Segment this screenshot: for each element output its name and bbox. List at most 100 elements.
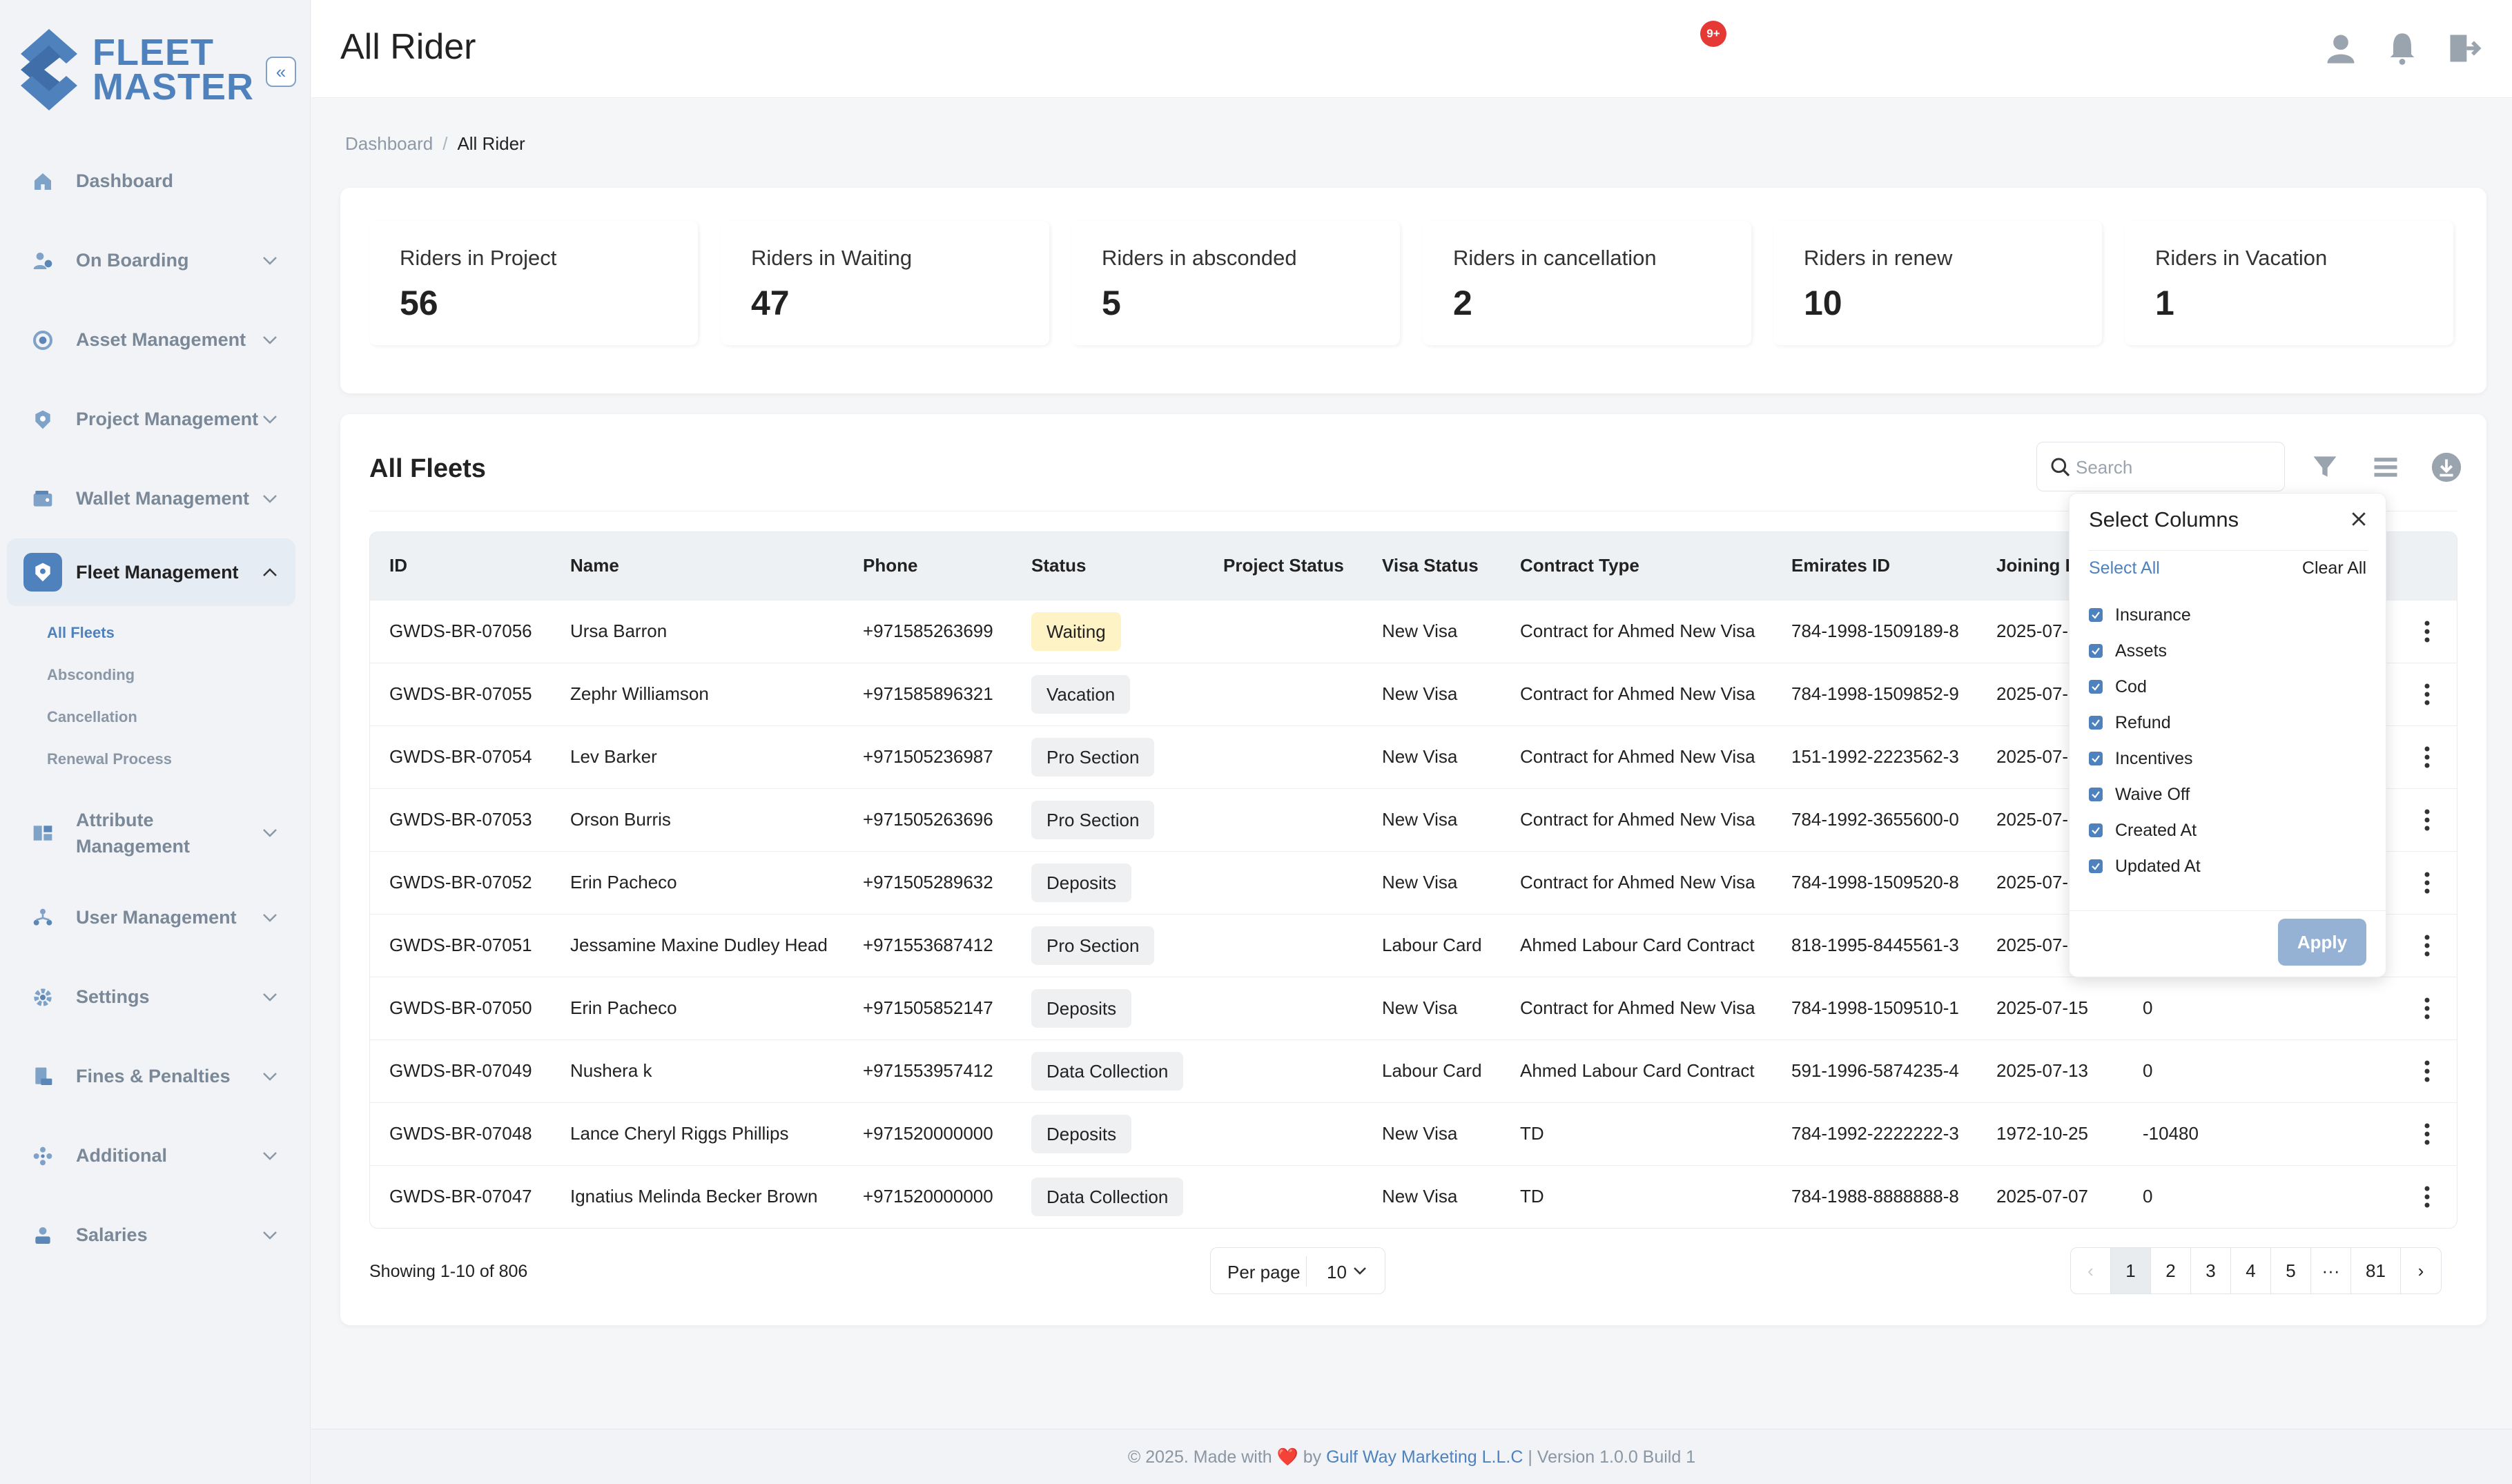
column-option[interactable]: Insurance (2089, 597, 2201, 633)
sidebar-item-salaries[interactable]: Salaries (0, 1195, 311, 1275)
table-row[interactable]: GWDS-BR-07051 Jessamine Maxine Dudley Hea… (370, 914, 2457, 977)
close-icon[interactable] (2348, 509, 2369, 529)
row-actions-icon[interactable] (2417, 1122, 2437, 1146)
logout-icon[interactable] (2446, 30, 2482, 66)
collapse-sidebar-button[interactable]: « (266, 57, 296, 87)
submenu-cancellation[interactable]: Cancellation (47, 708, 137, 725)
column-header-id[interactable]: ID (389, 555, 407, 576)
row-actions-icon[interactable] (2417, 808, 2437, 832)
row-actions-icon[interactable] (2417, 683, 2437, 706)
next-page-button[interactable]: › (2417, 1260, 2424, 1281)
checkbox-checked-icon[interactable] (2089, 752, 2103, 765)
cell-name: Nushera k (570, 1060, 652, 1081)
column-header-phone[interactable]: Phone (863, 555, 918, 576)
column-header-joining-date[interactable]: Joining D (1996, 555, 2078, 576)
table-row[interactable]: GWDS-BR-07048 Lance Cheryl Riggs Phillips… (370, 1102, 2457, 1165)
column-option[interactable]: Cod (2089, 669, 2201, 705)
sidebar-item-asset-management[interactable]: Asset Management (0, 300, 311, 380)
company-link[interactable]: Gulf Way Marketing L.L.C (1326, 1447, 1523, 1467)
column-option[interactable]: Created At (2089, 812, 2201, 848)
checkbox-checked-icon[interactable] (2089, 644, 2103, 658)
clear-all-link[interactable]: Clear All (2301, 558, 2366, 578)
table-row[interactable]: GWDS-BR-07055 Zephr Williamson +9715858963… (370, 663, 2457, 725)
row-actions-icon[interactable] (2417, 871, 2437, 895)
cell-id: GWDS-BR-07056 (389, 621, 532, 641)
search-box[interactable] (2036, 442, 2285, 491)
cell-visa: Labour Card (1382, 1060, 1482, 1081)
column-header-name[interactable]: Name (570, 555, 619, 576)
checkbox-checked-icon[interactable] (2089, 680, 2103, 694)
page-button[interactable]: 5 (2271, 1248, 2311, 1293)
prev-page-button[interactable]: ‹ (2071, 1248, 2111, 1293)
sidebar-item-project-management[interactable]: Project Management (0, 380, 311, 459)
profile-icon[interactable] (2323, 30, 2359, 66)
brand-logo[interactable]: FLEET MASTER (21, 29, 254, 110)
cell-contract: Contract for Ahmed New Visa (1520, 809, 1755, 830)
download-icon[interactable] (2431, 451, 2462, 483)
table-row[interactable]: GWDS-BR-07053 Orson Burris +971505263696 Pr… (370, 788, 2457, 851)
page-button[interactable]: 1 (2111, 1248, 2151, 1293)
submenu-absconding[interactable]: Absconding (47, 666, 135, 683)
section-title: All Fleets (369, 454, 486, 483)
sidebar-item-additional[interactable]: Additional (0, 1116, 311, 1195)
sidebar-item-label: Wallet Management (76, 488, 250, 509)
column-header-emirates-id[interactable]: Emirates ID (1791, 555, 1891, 576)
row-actions-icon[interactable] (2417, 745, 2437, 769)
table-row[interactable]: GWDS-BR-07056 Ursa Barron +971585263699 Wai… (370, 600, 2457, 663)
checkbox-checked-icon[interactable] (2089, 716, 2103, 730)
table-row[interactable]: GWDS-BR-07052 Erin Pacheco +971505289632 De… (370, 851, 2457, 914)
row-actions-icon[interactable] (2417, 620, 2437, 643)
row-actions-icon[interactable] (2417, 1185, 2437, 1209)
cell-id: GWDS-BR-07048 (389, 1123, 532, 1144)
sidebar-item-settings[interactable]: Settings (0, 957, 311, 1037)
sidebar-item-attribute-management[interactable]: Attribute Management (0, 788, 311, 878)
row-actions-icon[interactable] (2417, 934, 2437, 957)
row-actions-icon[interactable] (2417, 997, 2437, 1020)
column-option[interactable]: Incentives (2089, 741, 2201, 777)
page-button[interactable]: 2 (2151, 1248, 2191, 1293)
page-button[interactable]: 4 (2231, 1248, 2271, 1293)
page-button[interactable]: 81 (2351, 1248, 2401, 1293)
table-row[interactable]: GWDS-BR-07047 Ignatius Melinda Becker Bro… (370, 1165, 2457, 1228)
column-header-contract-type[interactable]: Contract Type (1520, 555, 1639, 576)
submenu-all-fleets[interactable]: All Fleets (47, 624, 115, 641)
cell-emirates: 784-1998-1509520-8 (1791, 872, 1959, 892)
table-row[interactable]: GWDS-BR-07049 Nushera k +971553957412 Data … (370, 1039, 2457, 1102)
per-page-select[interactable]: Per page 10 (1210, 1247, 1385, 1294)
bell-icon[interactable] (2384, 30, 2420, 66)
sidebar-item-fines-penalties[interactable]: Fines & Penalties (0, 1037, 311, 1116)
select-all-link[interactable]: Select All (2089, 558, 2160, 578)
sidebar-item-onboarding[interactable]: On Boarding (0, 221, 311, 300)
column-option[interactable]: Assets (2089, 633, 2201, 669)
table-row[interactable]: GWDS-BR-07054 Lev Barker +971505236987 Pro … (370, 725, 2457, 788)
column-option[interactable]: Updated At (2089, 848, 2201, 884)
search-input[interactable] (2076, 452, 2276, 482)
checkbox-checked-icon[interactable] (2089, 859, 2103, 873)
cell-joining: 2025-07- (1996, 809, 2069, 830)
breadcrumb-separator: / (442, 133, 448, 154)
column-header-visa-status[interactable]: Visa Status (1382, 555, 1479, 576)
sidebar-item-dashboard[interactable]: Dashboard (0, 141, 311, 221)
checkbox-checked-icon[interactable] (2089, 823, 2103, 837)
page-ellipsis[interactable]: ··· (2311, 1248, 2351, 1293)
checkbox-checked-icon[interactable] (2089, 608, 2103, 622)
submenu-renewal-process[interactable]: Renewal Process (47, 750, 172, 768)
column-option[interactable]: Refund (2089, 705, 2201, 741)
checkbox-checked-icon[interactable] (2089, 788, 2103, 801)
table-row[interactable]: GWDS-BR-07050 Erin Pacheco +971505852147 De… (370, 977, 2457, 1039)
sidebar-item-fleet-management[interactable]: Fleet Management (7, 538, 295, 606)
cell-extra (2123, 663, 2457, 725)
apply-button[interactable]: Apply (2278, 919, 2366, 966)
filter-icon[interactable] (2310, 451, 2340, 482)
columns-icon[interactable] (2370, 451, 2401, 482)
breadcrumb-dashboard-link[interactable]: Dashboard (345, 133, 434, 154)
column-header-status[interactable]: Status (1031, 555, 1087, 576)
sidebar-item-user-management[interactable]: User Management (0, 878, 311, 957)
additional-icon (23, 1137, 62, 1175)
sidebar-item-wallet-management[interactable]: Wallet Management (0, 459, 311, 538)
sidebar-item-label: Settings (76, 986, 150, 1007)
page-button[interactable]: 3 (2191, 1248, 2231, 1293)
row-actions-icon[interactable] (2417, 1060, 2437, 1083)
column-header-project-status[interactable]: Project Status (1223, 555, 1344, 576)
column-option[interactable]: Waive Off (2089, 777, 2201, 812)
